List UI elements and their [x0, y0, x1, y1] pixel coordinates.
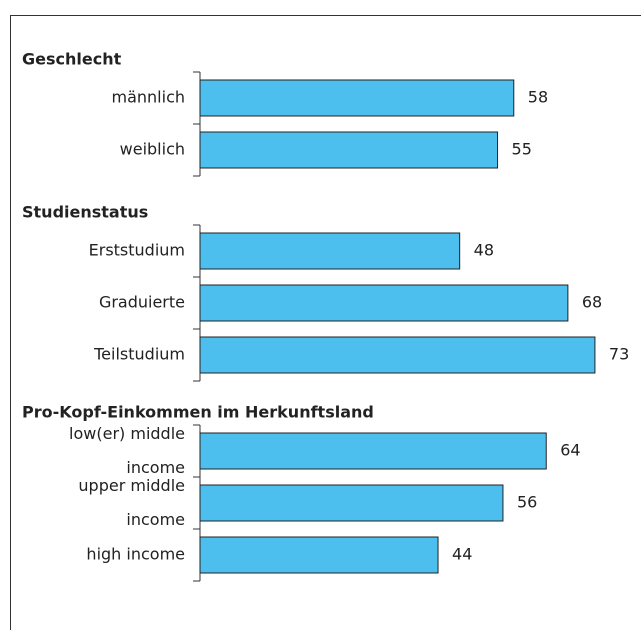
category-label: high income — [86, 545, 185, 564]
value-label: 55 — [512, 140, 532, 159]
bar — [199, 484, 504, 522]
bar — [199, 336, 596, 374]
value-label: 58 — [528, 88, 548, 107]
category-label: upper middle income — [78, 476, 185, 529]
value-label: 73 — [609, 345, 629, 364]
category-label: männlich — [112, 88, 186, 107]
bar — [199, 284, 569, 322]
value-label: 44 — [452, 545, 472, 564]
value-label: 56 — [517, 493, 537, 512]
group-title: Studienstatus — [22, 203, 148, 222]
category-label: Teilstudium — [93, 345, 185, 364]
bar — [199, 131, 499, 169]
bar — [199, 432, 547, 470]
category-label: weiblich — [120, 140, 185, 159]
category-label: Erststudium — [89, 241, 185, 260]
value-label: 48 — [474, 241, 494, 260]
value-label: 68 — [582, 293, 602, 312]
value-label: 64 — [560, 441, 580, 460]
bar — [199, 79, 515, 117]
category-label: low(er) middle income — [69, 424, 185, 477]
bar — [199, 232, 461, 270]
bar — [199, 536, 439, 574]
group-title: Geschlecht — [22, 50, 122, 69]
group-title: Pro-Kopf-Einkommen im Herkunftsland — [22, 403, 374, 422]
category-label: Graduierte — [99, 293, 185, 312]
